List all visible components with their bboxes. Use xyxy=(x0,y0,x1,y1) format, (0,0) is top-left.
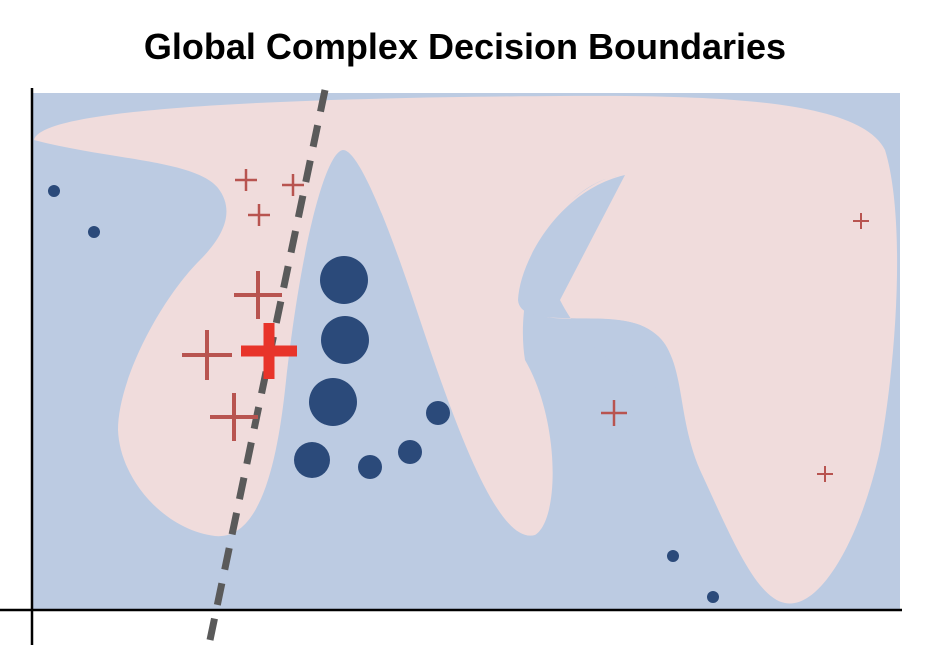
positive-sample xyxy=(234,271,282,319)
positive-sample xyxy=(210,393,258,441)
negative-sample xyxy=(294,442,330,478)
positive-sample xyxy=(817,466,833,482)
positive-sample xyxy=(853,213,869,229)
negative-pocket-region xyxy=(518,175,673,392)
negative-samples xyxy=(48,185,719,603)
negative-sample xyxy=(321,316,369,364)
explained-instance-marker xyxy=(241,323,297,379)
negative-sample xyxy=(358,455,382,479)
positive-class-region xyxy=(34,95,898,604)
positive-sample xyxy=(235,169,257,191)
negative-sample xyxy=(320,256,368,304)
positive-sample xyxy=(248,204,270,226)
negative-sample xyxy=(426,401,450,425)
positive-samples xyxy=(182,169,869,482)
negative-sample xyxy=(88,226,100,238)
positive-sample xyxy=(282,174,304,196)
diagram-title: Global Complex Decision Boundaries xyxy=(143,26,787,67)
negative-sample xyxy=(707,591,719,603)
negative-sample xyxy=(398,440,422,464)
local-linear-boundary xyxy=(206,89,329,641)
negative-sample xyxy=(667,550,679,562)
negative-sample xyxy=(48,185,60,197)
positive-sample xyxy=(601,400,627,426)
positive-sample xyxy=(182,330,232,380)
negative-sample xyxy=(309,378,357,426)
